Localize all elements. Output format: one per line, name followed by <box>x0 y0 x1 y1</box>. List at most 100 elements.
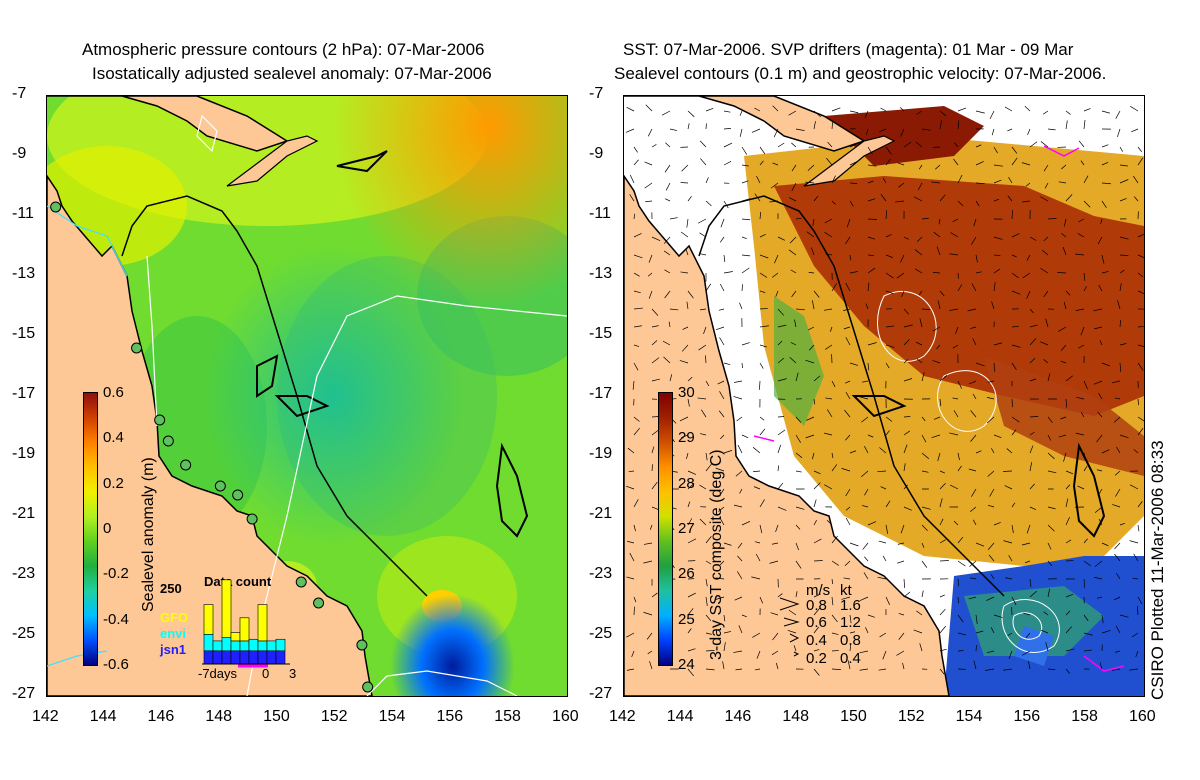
velocity-vector-630 <box>1004 485 1013 490</box>
velocity-vector-100 <box>867 164 877 167</box>
velocity-vector-519 <box>1097 411 1103 418</box>
velocity-vector-793 <box>813 593 821 598</box>
velocity-vector-761 <box>751 576 761 580</box>
velocity-vector-551 <box>627 447 635 454</box>
velocity-vector-296 <box>741 284 743 292</box>
velocity-vector-221 <box>950 232 959 238</box>
hist-bar-8-envi <box>275 638 286 652</box>
velocity-vector-753 <box>1133 553 1139 562</box>
tide-gauge-0[interactable] <box>50 201 62 213</box>
right-colorbar-tick-6: 24 <box>678 656 695 673</box>
velocity-vector-515 <box>1029 416 1039 418</box>
left-colorbar-label: Sealevel anomaly (m) <box>140 457 157 612</box>
velocity-vector-679 <box>845 517 851 526</box>
velocity-vector-293 <box>687 290 694 299</box>
velocity-vector-503 <box>806 416 815 421</box>
tide-gauge-6[interactable] <box>232 489 244 501</box>
tide-gauge-7[interactable] <box>246 513 258 525</box>
velocity-vector-623 <box>880 486 887 490</box>
hist-bar-0-envi <box>203 633 214 652</box>
velocity-vector-792 <box>795 591 798 598</box>
velocity-vector-476 <box>845 391 851 400</box>
sst-map[interactable] <box>623 95 1145 697</box>
velocity-vector-874 <box>705 650 715 652</box>
velocity-vector-80 <box>1029 141 1038 148</box>
velocity-vector-129 <box>867 180 874 184</box>
velocity-vector-807 <box>1065 593 1074 598</box>
velocity-vector-588 <box>777 465 780 472</box>
velocity-vector-419 <box>867 362 870 371</box>
legend-header-ms: m/s <box>806 582 831 599</box>
tide-gauge-8[interactable] <box>295 576 307 588</box>
velocity-vector-89 <box>664 164 671 173</box>
tide-gauge-5[interactable] <box>214 480 226 492</box>
lat-tick-right--25: -25 <box>589 625 613 642</box>
velocity-vector-77 <box>975 144 982 148</box>
legend-ms-0: 0.8 <box>806 597 827 614</box>
velocity-vector-694 <box>1119 523 1126 526</box>
velocity-vector-782 <box>1132 577 1139 580</box>
velocity-vector-378 <box>651 340 658 346</box>
velocity-vector-697 <box>643 542 653 545</box>
velocity-vector-133 <box>931 181 941 184</box>
velocity-vector-24 <box>1065 110 1071 115</box>
velocity-vector-579 <box>1133 449 1139 454</box>
velocity-vector-907 <box>775 662 779 670</box>
tide-gauge-4[interactable] <box>180 459 192 471</box>
velocity-vector-47 <box>957 120 960 130</box>
velocity-vector-362 <box>885 325 895 328</box>
velocity-vector-796 <box>859 596 869 602</box>
histogram-x-label-start: -7days <box>198 666 238 681</box>
velocity-vector-372 <box>1058 326 1067 332</box>
sealevel-anomaly-map[interactable] <box>46 95 568 697</box>
velocity-vector-123 <box>756 175 761 184</box>
tide-gauge-11[interactable] <box>362 681 374 693</box>
lat-tick-left--7: -7 <box>12 85 27 102</box>
lon-tick-left-156: 156 <box>436 708 464 725</box>
velocity-vector-268 <box>759 272 768 278</box>
velocity-vector-45 <box>921 128 931 131</box>
velocity-vector-262 <box>647 272 653 277</box>
velocity-vector-177 <box>686 218 689 228</box>
velocity-vector-69 <box>827 141 833 148</box>
velocity-vector-613 <box>699 484 707 490</box>
velocity-vector-818 <box>741 614 747 618</box>
tide-gauge-1[interactable] <box>131 342 143 354</box>
velocity-vector-90 <box>681 164 689 172</box>
tide-gauge-10[interactable] <box>356 639 368 651</box>
velocity-vector-195 <box>1011 210 1013 220</box>
velocity-vector-605 <box>1083 465 1088 472</box>
velocity-vector-781 <box>1116 572 1121 580</box>
velocity-vector-324 <box>718 308 725 311</box>
velocity-vector-602 <box>1029 462 1033 472</box>
velocity-vector-164 <box>975 200 980 207</box>
velocity-vector-811 <box>1137 596 1143 604</box>
velocity-vector-313 <box>1043 290 1049 298</box>
velocity-vector-106 <box>975 161 984 166</box>
velocity-vector-114 <box>1119 164 1128 167</box>
velocity-vector-779 <box>1083 578 1085 588</box>
velocity-vector-455 <box>987 380 995 383</box>
velocity-vector-468 <box>697 397 707 400</box>
velocity-vector-648 <box>813 499 817 508</box>
velocity-vector-146 <box>645 200 653 203</box>
right-title-line2: Sealevel contours (0.1 m) and geostrophi… <box>614 64 1107 83</box>
velocity-vector-523 <box>651 429 660 436</box>
hist-bar-4-jsn1 <box>239 650 250 665</box>
velocity-vector-836 <box>1065 610 1071 616</box>
velocity-vector-627 <box>950 484 959 490</box>
velocity-vector-286 <box>1083 272 1086 281</box>
velocity-vector-327 <box>777 308 785 316</box>
tide-gauge-9[interactable] <box>313 597 325 609</box>
lon-tick-left-154: 154 <box>378 708 406 725</box>
velocity-vector-328 <box>795 308 805 311</box>
velocity-vector-864 <box>1040 629 1049 634</box>
velocity-vector-159 <box>880 193 887 202</box>
velocity-vector-232 <box>633 254 643 259</box>
velocity-vector-534 <box>845 434 851 441</box>
velocity-vector-559 <box>777 444 782 454</box>
velocity-vector-911 <box>847 660 851 670</box>
velocity-vector-537 <box>903 430 911 436</box>
tide-gauge-3[interactable] <box>162 435 174 447</box>
tide-gauge-2[interactable] <box>154 414 166 426</box>
